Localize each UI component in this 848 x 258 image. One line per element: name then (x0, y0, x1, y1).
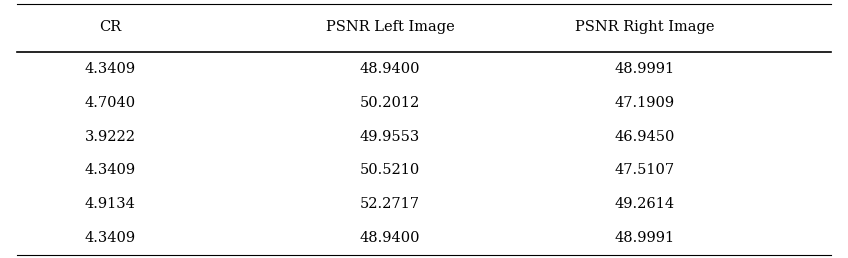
Text: 47.5107: 47.5107 (615, 164, 674, 178)
Text: 52.2717: 52.2717 (360, 197, 420, 212)
Text: 48.9400: 48.9400 (360, 231, 421, 245)
Text: 4.3409: 4.3409 (85, 62, 136, 76)
Text: 50.2012: 50.2012 (360, 95, 421, 110)
Text: 49.2614: 49.2614 (615, 197, 674, 212)
Text: 49.9553: 49.9553 (360, 130, 421, 143)
Text: 48.9400: 48.9400 (360, 62, 421, 76)
Text: 46.9450: 46.9450 (614, 130, 675, 143)
Text: 3.9222: 3.9222 (85, 130, 136, 143)
Text: 48.9991: 48.9991 (615, 231, 674, 245)
Text: CR: CR (99, 20, 121, 34)
Text: PSNR Left Image: PSNR Left Image (326, 20, 455, 34)
Text: 4.3409: 4.3409 (85, 231, 136, 245)
Text: 48.9991: 48.9991 (615, 62, 674, 76)
Text: 4.7040: 4.7040 (85, 95, 136, 110)
Text: 4.3409: 4.3409 (85, 164, 136, 178)
Text: 47.1909: 47.1909 (615, 95, 674, 110)
Text: PSNR Right Image: PSNR Right Image (575, 20, 714, 34)
Text: 4.9134: 4.9134 (85, 197, 136, 212)
Text: 50.5210: 50.5210 (360, 164, 421, 178)
